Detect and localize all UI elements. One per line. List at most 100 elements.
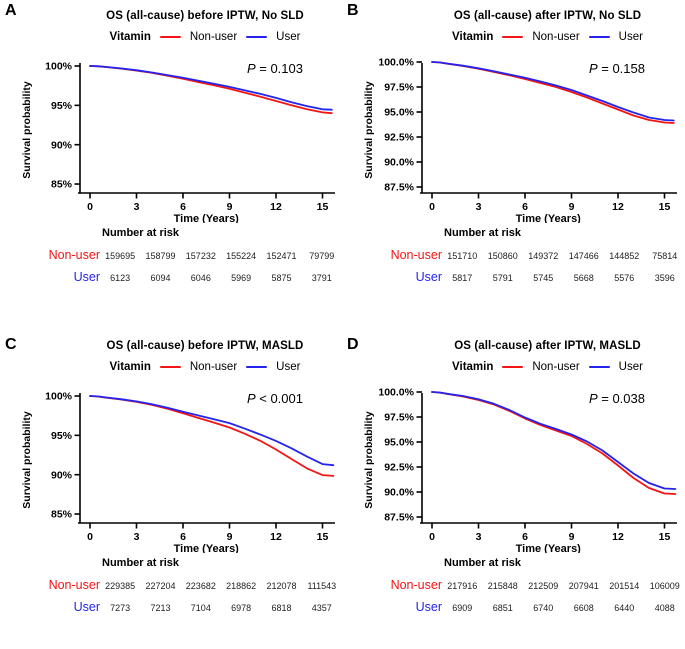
chart-title: OS (all-cause) before IPTW, MASLD [106,340,304,352]
risk-count: 6094 [150,273,171,283]
risk-count: 7273 [110,603,131,613]
svg-text:Survival probability: Survival probability [363,411,375,509]
svg-text:95%: 95% [51,430,73,442]
risk-row-label: User [73,270,100,284]
legend-title: Vitamin [109,31,151,43]
risk-row-nonuser: Non-user 151710 150860 149372 147466 144852 7… [342,248,685,262]
risk-row-label: Non-user [48,578,100,592]
svg-text:90.0%: 90.0% [384,487,414,499]
chart-title: OS (all-cause) before IPTW, No SLD [106,10,304,22]
risk-row-label: User [415,600,442,614]
risk-count: 227204 [145,581,176,591]
risk-counts: 6123 6094 6046 5969 5875 3791 [100,273,342,283]
svg-text:0: 0 [87,201,93,213]
svg-text:9: 9 [227,201,233,213]
risk-counts: 7273 7213 7104 6978 6818 4357 [100,603,342,613]
svg-text:6: 6 [180,531,186,543]
svg-text:Time (Years): Time (Years) [516,213,582,223]
legend-label-nonuser: Non-user [532,361,580,373]
risk-count: 6818 [271,603,292,613]
svg-text:15: 15 [317,531,329,543]
risk-count: 144852 [609,251,640,261]
panel-letter: A [5,2,17,19]
chart-title: OS (all-cause) after IPTW, MASLD [454,340,641,352]
risk-count: 4357 [311,603,332,613]
risk-count: 5875 [271,273,292,283]
risk-count: 207941 [568,581,599,591]
risk-count: 106009 [649,581,680,591]
risk-count: 5668 [573,273,594,283]
panel-c: C OS (all-cause) before IPTW, MASLD Vita… [0,324,342,649]
risk-row-nonuser: Non-user 159695 158799 157232 155224 152471 7… [0,248,342,262]
svg-text:6: 6 [180,201,186,213]
risk-counts: 6909 6851 6740 6608 6440 4088 [442,603,685,613]
svg-text:85%: 85% [51,179,73,191]
risk-count: 147466 [568,251,599,261]
nonuser-line-swatch [159,35,181,39]
risk-count: 6740 [533,603,554,613]
panel-d: D OS (all-cause) after IPTW, MASLD Vitam… [342,324,685,649]
nonuser-line-swatch [502,365,524,369]
legend: Vitamin Non-user User [342,361,685,373]
risk-count: 111543 [307,581,337,591]
legend-label-user: User [276,361,301,373]
risk-row-label: User [73,600,100,614]
svg-text:15: 15 [317,201,329,213]
risk-count: 5817 [452,273,473,283]
risk-row-label: Non-user [390,578,442,592]
svg-text:15: 15 [659,201,671,213]
svg-text:90%: 90% [51,469,73,481]
risk-count: 215848 [487,581,518,591]
user-line-swatch [588,365,610,369]
risk-row-user: User 7273 7213 7104 6978 6818 4357 [0,600,342,614]
risk-count: 6123 [110,273,131,283]
risk-table-header: Number at risk [444,227,522,239]
svg-text:12: 12 [270,531,282,543]
risk-table-header: Number at risk [444,557,522,569]
svg-text:0: 0 [87,531,93,543]
risk-counts: 5817 5791 5745 5668 5576 3596 [442,273,685,283]
risk-count: 212509 [528,581,559,591]
svg-text:92.5%: 92.5% [384,462,414,474]
risk-count: 223682 [185,581,216,591]
legend-label-user: User [618,361,643,373]
km-plot: 100.0% 97.5% 95.0% 92.5% 90.0% 87.5% 0 3 6 9 12 15 S… [342,45,685,223]
risk-counts: 229385 227204 223682 218862 212078 111543 [100,581,342,591]
svg-text:0: 0 [429,201,435,213]
svg-text:6: 6 [522,201,528,213]
chart-title: OS (all-cause) after IPTW, No SLD [453,10,642,22]
legend-label-user: User [276,31,301,43]
legend: Vitamin Non-user User [342,31,685,43]
panel-a: A OS (all-cause) before IPTW, No SLD Vit… [0,0,342,324]
risk-count: 212078 [266,581,297,591]
svg-text:90.0%: 90.0% [384,157,414,169]
svg-text:9: 9 [227,531,233,543]
risk-count: 152471 [266,251,297,261]
risk-count: 149372 [528,251,559,261]
risk-count: 3791 [311,273,332,283]
svg-text:Time (Years): Time (Years) [516,543,582,553]
risk-count: 7104 [190,603,211,613]
risk-count: 3596 [654,273,675,283]
risk-count: 217916 [447,581,478,591]
risk-count: 229385 [105,581,136,591]
svg-text:12: 12 [270,201,282,213]
svg-text:Survival probability: Survival probability [21,411,33,509]
risk-count: 158799 [145,251,176,261]
user-line-swatch [246,35,268,39]
svg-text:P = 0.038: P = 0.038 [589,391,645,406]
legend-label-nonuser: Non-user [532,31,580,43]
km-plot: 100% 95% 90% 85% 0 3 6 9 12 15 Survival probabilit… [0,375,342,553]
risk-count: 6608 [573,603,594,613]
svg-text:100%: 100% [45,391,73,403]
risk-row-user: User 6909 6851 6740 6608 6440 4088 [342,600,685,614]
svg-text:Time (Years): Time (Years) [174,543,240,553]
risk-count: 6440 [614,603,635,613]
risk-row-nonuser: Non-user 217916 215848 212509 207941 201514 1… [342,578,685,592]
risk-count: 201514 [609,581,640,591]
svg-text:3: 3 [134,531,140,543]
risk-count: 159695 [105,251,136,261]
legend-title: Vitamin [452,31,494,43]
risk-count: 6978 [231,603,252,613]
legend-label-nonuser: Non-user [189,361,238,373]
